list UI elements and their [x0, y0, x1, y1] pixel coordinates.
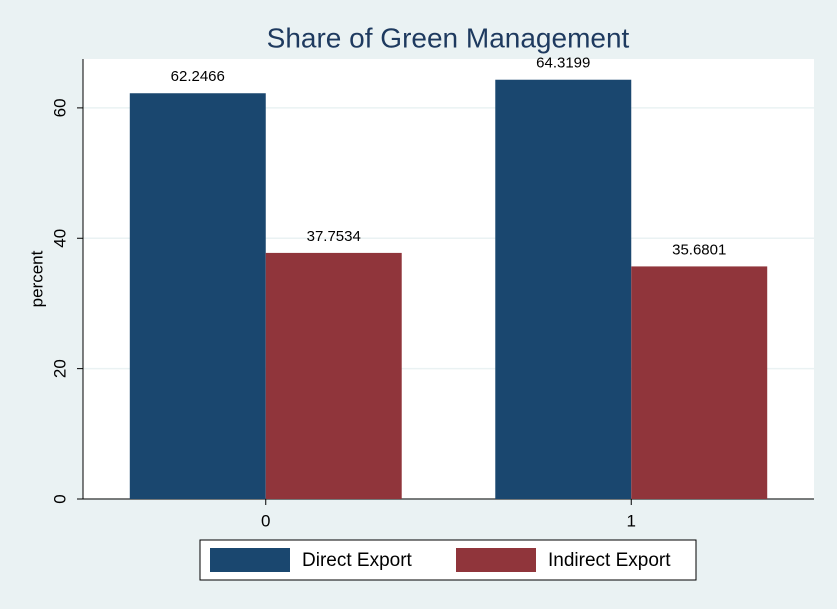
legend-swatch: [456, 548, 536, 572]
legend-label: Direct Export: [302, 550, 413, 571]
bar: [495, 79, 632, 499]
bar: [129, 93, 266, 499]
x-tick-label: 1: [627, 511, 636, 530]
value-label: 62.2466: [171, 68, 225, 85]
y-tick-label: 60: [50, 98, 69, 117]
x-tick-label: 0: [261, 511, 270, 530]
y-tick-label: 0: [50, 494, 69, 503]
legend-label: Indirect Export: [548, 550, 671, 571]
y-tick-label: 40: [50, 229, 69, 248]
bar: [265, 252, 402, 499]
chart-title: Share of Green Management: [267, 22, 630, 53]
y-axis-title: percent: [27, 250, 46, 307]
value-label: 35.6801: [672, 241, 726, 258]
value-label: 64.3199: [536, 55, 590, 72]
bar: [631, 266, 768, 499]
y-tick-label: 20: [50, 359, 69, 378]
value-label: 37.7534: [307, 228, 361, 245]
legend-swatch: [210, 548, 290, 572]
